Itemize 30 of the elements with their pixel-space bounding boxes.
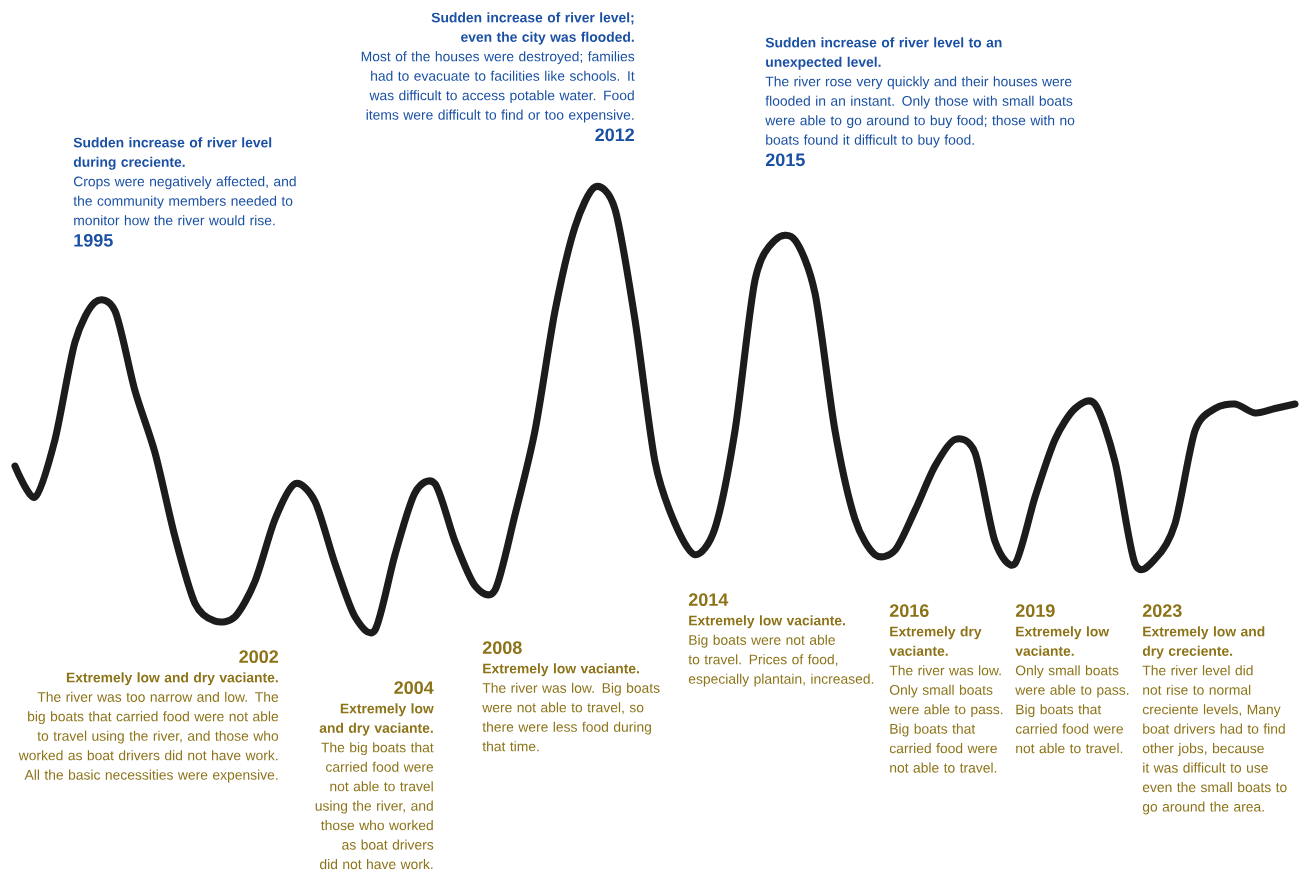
annotation: Extremely dry vaciante. (889, 626, 982, 656)
text: The river was too narrow and low. The big boats that carried food were not able to travel using the river, and those who worked as boat drivers did not have work. All the basic necessities were expensive. (18, 691, 279, 783)
text: Most of the houses were destroyed; families had to evacuate to facilities like schools. It was difficult to access potable water. Food items were difficult to find or too expensive. (361, 51, 635, 123)
text: 2012 (595, 128, 634, 142)
annotation: Extremely low and dry creciente. (1142, 626, 1265, 659)
text: Only small boats were able to pass. Big boats that carried food were not able to travel. (1015, 665, 1129, 754)
annotation: 2023 (1142, 604, 1182, 618)
annotation: Extremely low vaciante. (689, 615, 845, 629)
annotation: Extremely low vaciante. (1015, 626, 1110, 656)
text: Extremely low and dry vaciante. (66, 672, 278, 686)
text: The big boats that carried food were not able to travel using the river, and those who worked as boat drivers did not have work. (315, 742, 434, 870)
text: 2004 (394, 681, 434, 694)
annotation: 2016 (889, 604, 929, 617)
text: Sudden increase of river level; even the city was flooded. (431, 12, 634, 45)
text: 2008 (482, 641, 522, 654)
text: The river rose very quickly and their houses were flooded in an instant. Only those with small boats were able to go around to buy food; those with no boats found it difficult to buy food. (765, 76, 1075, 148)
text: Sudden increase of river level to an unexpected level. (765, 37, 1002, 70)
text: Sudden increase of river level during creciente. (73, 137, 272, 170)
text: The river was low. Only small boats were able to pass. Big boats that carried food were not able to travel. (889, 665, 1003, 773)
text: The river level did not rise to normal creciente levels, Many boat drivers had to find other jobs, because it was difficult to use even the small boats to go around the area. (1142, 665, 1287, 815)
text: Big boats were not able to travel. Prices of food, especially plantain, increased. (688, 634, 874, 687)
text: The river was low. Big boats were not able to travel, so there were less food during that time. (482, 682, 660, 752)
text: 2015 (765, 153, 805, 167)
annotation: 1995 (74, 233, 113, 247)
annotation: 2019 (1015, 604, 1055, 617)
text: Extremely low vaciante. (483, 663, 639, 677)
annotation: 2014 (688, 593, 729, 606)
text: Extremely low and dry vaciante. (319, 703, 434, 736)
text: 2002 (239, 650, 278, 663)
annotation: Crops were negatively affected, and the community members needed to monitor how the river would rise. (73, 176, 296, 226)
